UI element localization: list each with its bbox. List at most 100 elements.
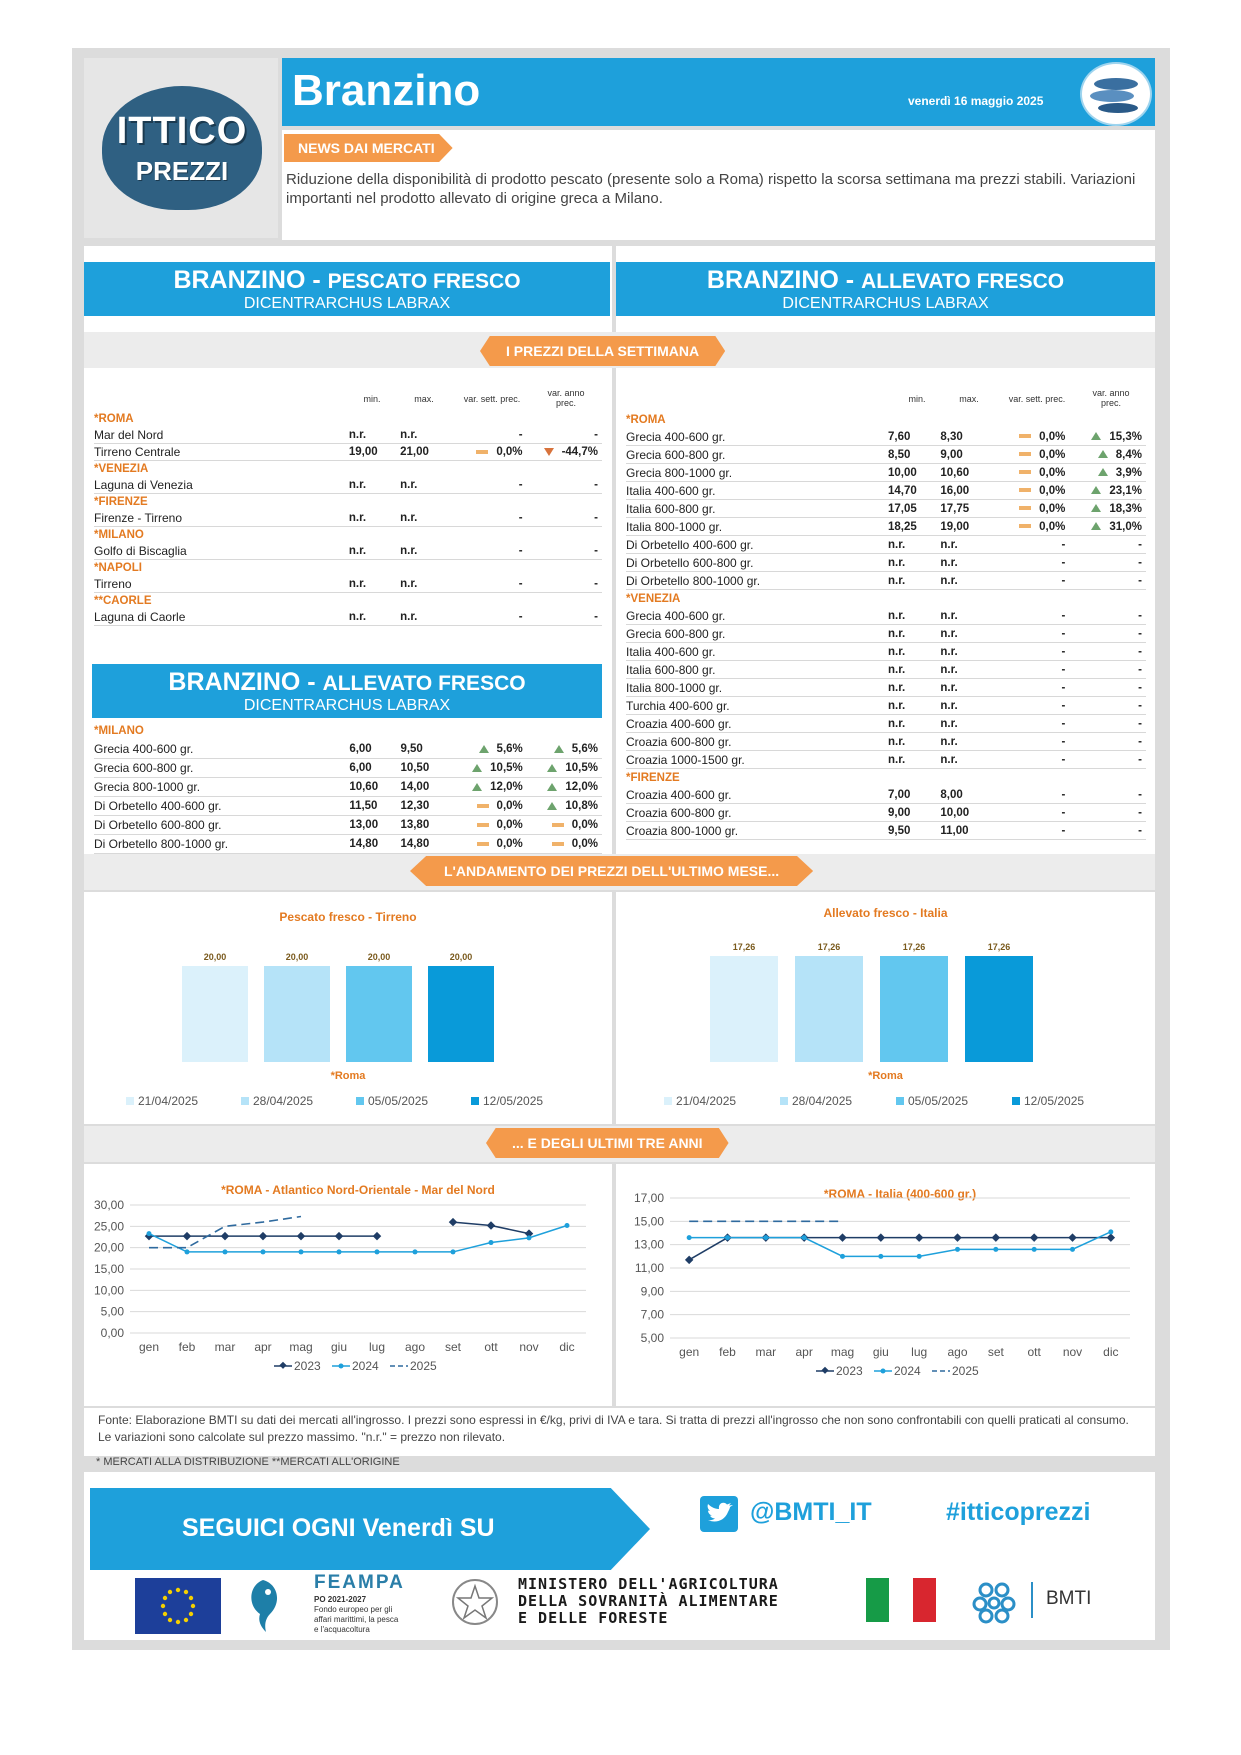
page-title: Branzino (292, 66, 481, 115)
max-price-value: n.r. (940, 663, 958, 676)
product-name-value: Laguna di Caorle (94, 610, 186, 624)
var-year-value: - (1138, 574, 1142, 587)
var-week-value: - (518, 429, 523, 441)
var-year: - (526, 576, 602, 593)
var-year: - (1069, 821, 1146, 840)
max-price-value: n.r. (400, 429, 418, 441)
table-row: Grecia 400-600 gr. 6,00 9,50 5,6% 5,6% (94, 740, 602, 759)
table-row: Italia 800-1000 gr. 18,25 19,00 0,0% 31,0% (626, 517, 1146, 536)
legend-label: 2025 (410, 1359, 437, 1373)
var-week-value: - (1061, 663, 1066, 676)
max-price-value: 14,00 (400, 781, 430, 793)
max-price: 9,50 (400, 740, 452, 759)
var-week: - (451, 510, 527, 527)
bar-data-label: 20,00 (203, 952, 227, 962)
table-row: Croazia 800-1000 gr. 9,50 11,00 - - (626, 821, 1146, 840)
prices-tag: I PREZZI DELLA SETTIMANA (480, 336, 726, 366)
min-price-value: 6,00 (349, 743, 372, 755)
fish-icon (1080, 62, 1152, 126)
product-name-value: Grecia 400-600 gr. (626, 429, 726, 444)
twitter-handle[interactable]: @BMTI_IT (750, 1498, 872, 1526)
var-year: 12,0% (526, 777, 602, 797)
var-week: - (992, 553, 1070, 572)
bar (428, 966, 494, 1062)
var-week-value: - (1061, 574, 1066, 587)
var-week-value: 0,0% (496, 819, 523, 831)
var-week: 0,0% (451, 834, 527, 854)
max-price: 13,80 (400, 815, 452, 835)
var-year: 5,6% (526, 740, 602, 759)
min-price: n.r. (348, 510, 401, 527)
var-year: - (1069, 535, 1146, 554)
col-varanno-left-1: var. anno (547, 388, 585, 398)
table-row: Grecia 800-1000 gr. 10,00 10,60 0,0% 3,9% (626, 463, 1146, 482)
var-year-value: 10,5% (565, 762, 598, 774)
max-price: n.r. (940, 607, 993, 625)
min-price: n.r. (888, 678, 941, 697)
arrow-up-icon (553, 744, 564, 753)
min-price: n.r. (888, 571, 941, 590)
product-name: Mar del Nord (94, 427, 349, 444)
bar (880, 956, 948, 1062)
product-name-value: Di Orbetello 600-800 gr. (626, 555, 754, 570)
var-year: - (526, 427, 602, 444)
max-price-value: n.r. (940, 681, 958, 694)
legend-swatch (126, 1097, 134, 1105)
product-name: Croazia 1000-1500 gr. (626, 750, 888, 769)
arrow-down-icon (543, 447, 554, 456)
max-price-value: 10,50 (400, 762, 430, 774)
twitter-icon[interactable] (700, 1496, 738, 1532)
table-row: Italia 400-600 gr. 14,70 16,00 0,0% 23,1% (626, 481, 1146, 500)
min-price: 7,00 (888, 786, 941, 804)
right-section-title: BRANZINO (706, 266, 839, 294)
var-year-value: - (594, 545, 598, 557)
min-price: 9,00 (888, 803, 941, 822)
arrow-up-icon (1091, 432, 1102, 441)
y-tick-label: 5,00 (101, 1305, 125, 1319)
max-price-value: n.r. (400, 578, 418, 590)
min-price-value: 9,00 (888, 806, 911, 819)
hashtag[interactable]: #itticoprezzi (946, 1498, 1091, 1526)
max-price: n.r. (400, 477, 452, 494)
min-price-value: n.r. (348, 545, 367, 557)
min-price: 6,00 (349, 740, 401, 759)
y-tick-label: 9,00 (641, 1284, 665, 1298)
var-year: - (526, 543, 602, 560)
var-year: - (526, 510, 602, 527)
x-tick-label: dic (559, 1340, 574, 1354)
table-row: Italia 800-1000 gr. n.r. n.r. - - (626, 678, 1146, 697)
legend-label: 2024 (894, 1364, 921, 1378)
min-price: n.r. (348, 543, 401, 560)
bar-data-label: 17,26 (987, 942, 1011, 952)
min-price-value: 10,60 (349, 781, 379, 793)
product-name-value: Croazia 400-600 gr. (626, 716, 732, 731)
logo-line2: PREZZI (135, 156, 229, 186)
min-price-value: 6,00 (349, 762, 372, 774)
max-price: 8,30 (940, 428, 993, 446)
table-row: Italia 400-600 gr. n.r. n.r. - - (626, 642, 1146, 661)
product-name-value: Italia 400-600 gr. (626, 644, 716, 659)
max-price-value: n.r. (400, 545, 418, 557)
max-price: n.r. (940, 624, 993, 643)
var-year-value: - (1138, 627, 1142, 640)
product-name-value: Croazia 600-800 gr. (626, 734, 732, 749)
max-price-value: n.r. (400, 512, 418, 524)
max-price: 10,60 (940, 463, 993, 482)
product-name: Grecia 800-1000 gr. (626, 463, 888, 482)
var-week: - (992, 803, 1070, 822)
var-year: - (1069, 660, 1146, 679)
var-year: - (1069, 696, 1146, 715)
logo-box: ITTICO PREZZI (84, 58, 278, 238)
x-tick-label: nov (519, 1340, 538, 1354)
var-week: - (451, 543, 527, 560)
max-price-value: n.r. (940, 609, 958, 622)
table-row: Laguna di Caorle n.r. n.r. - - (94, 609, 602, 626)
legend-item: 05/05/2025 (896, 1094, 968, 1108)
table-row: Di Orbetello 800-1000 gr. n.r. n.r. - - (626, 571, 1146, 590)
feampa-sub1: PO 2021-2027 (314, 1595, 367, 1604)
x-tick-label: gen (679, 1345, 699, 1359)
product-name-value: Croazia 800-1000 gr. (626, 823, 739, 838)
max-price: n.r. (940, 660, 993, 679)
var-year-value: - (1138, 824, 1142, 837)
product-name: Italia 800-1000 gr. (626, 517, 888, 536)
